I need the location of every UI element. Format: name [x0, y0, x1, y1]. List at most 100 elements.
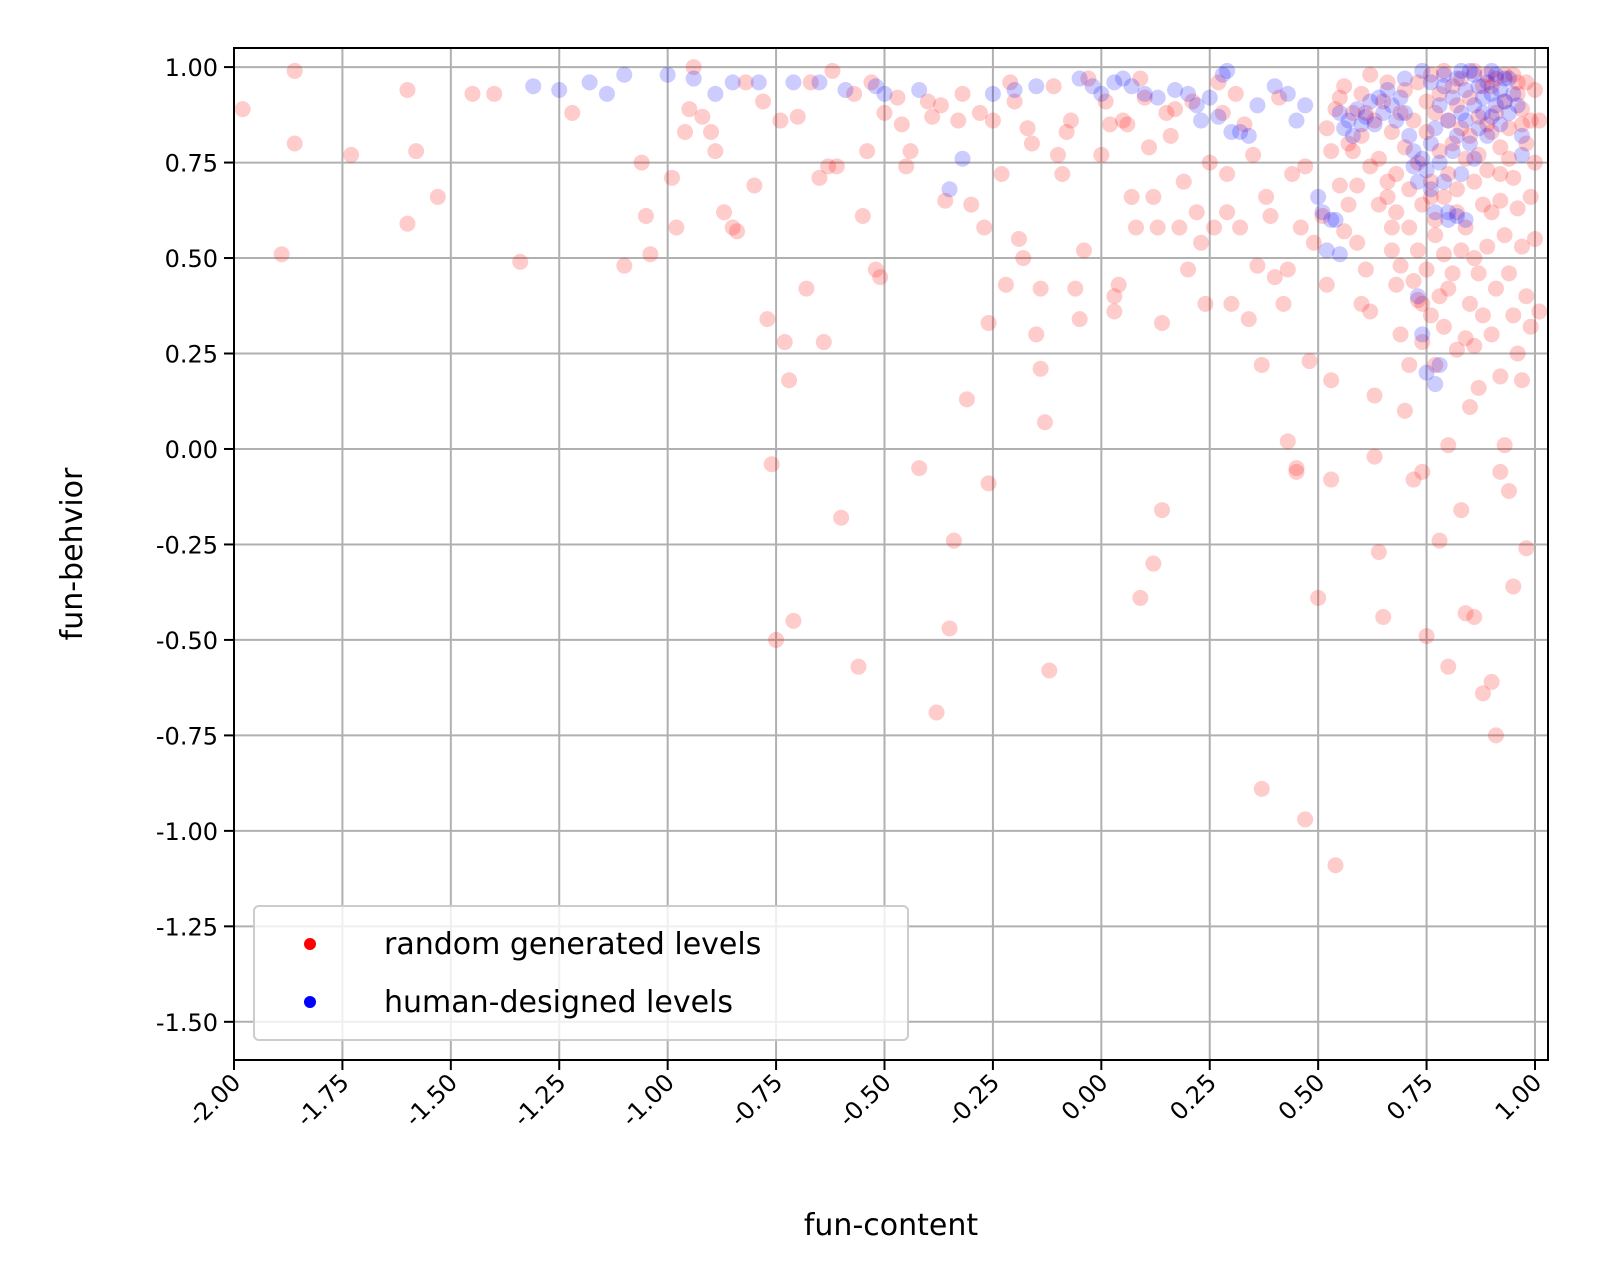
data-point — [1496, 227, 1513, 244]
data-point — [1479, 116, 1496, 133]
data-point — [863, 74, 880, 91]
data-point — [1123, 78, 1140, 95]
data-point — [1505, 578, 1522, 595]
data-point — [1219, 204, 1236, 221]
data-point — [1409, 173, 1426, 190]
data-point — [1162, 127, 1179, 144]
data-point — [1388, 166, 1405, 183]
data-point — [1483, 85, 1500, 102]
data-point — [1422, 307, 1439, 324]
data-point — [564, 104, 581, 121]
y-tick-label: -1.50 — [156, 1009, 218, 1037]
legend-marker-random — [304, 938, 316, 950]
data-point — [1262, 208, 1279, 225]
data-point — [911, 460, 928, 477]
data-point — [1427, 376, 1444, 393]
data-point — [1362, 303, 1379, 320]
data-point — [1440, 112, 1457, 129]
x-tick-label: -1.50 — [399, 1068, 463, 1132]
data-point — [1145, 555, 1162, 572]
data-point — [1327, 101, 1344, 118]
data-point — [1266, 78, 1283, 95]
data-point — [1479, 66, 1496, 83]
x-axis-label: fun-content — [804, 1208, 979, 1243]
data-point — [1301, 353, 1318, 370]
data-point — [1496, 70, 1513, 87]
data-point — [1071, 70, 1088, 87]
data-point — [1509, 85, 1526, 102]
data-point — [1336, 223, 1353, 240]
data-point — [1492, 82, 1509, 99]
data-point — [755, 93, 772, 110]
data-point — [1318, 276, 1335, 293]
data-point — [707, 85, 724, 102]
data-point — [1331, 177, 1348, 194]
data-point — [1453, 502, 1470, 519]
data-point — [1414, 334, 1431, 351]
data-point — [1396, 104, 1413, 121]
data-point — [785, 74, 802, 91]
data-point — [1366, 116, 1383, 133]
data-point — [286, 62, 303, 79]
data-point — [1470, 265, 1487, 282]
data-point — [1019, 120, 1036, 137]
data-point — [1435, 62, 1452, 79]
data-point — [1496, 93, 1513, 110]
series-random-generated — [234, 59, 1548, 874]
data-point — [1036, 414, 1053, 431]
data-point — [1435, 78, 1452, 95]
data-point — [1383, 242, 1400, 259]
data-point — [1336, 120, 1353, 137]
data-point — [1149, 89, 1166, 106]
y-tick-label: -0.25 — [156, 531, 218, 559]
data-point — [1132, 70, 1149, 87]
data-point — [893, 116, 910, 133]
data-point — [1492, 368, 1509, 385]
data-point — [1431, 288, 1448, 305]
data-point — [759, 311, 776, 328]
data-point — [1388, 276, 1405, 293]
data-point — [1487, 727, 1504, 744]
data-point — [1435, 66, 1452, 83]
data-point — [1062, 112, 1079, 129]
data-point — [716, 204, 733, 221]
data-point — [1479, 238, 1496, 255]
data-point — [1401, 356, 1418, 373]
data-point — [1253, 780, 1270, 797]
data-point — [581, 74, 598, 91]
legend-label-random: random generated levels — [384, 927, 761, 962]
data-point — [1366, 387, 1383, 404]
data-point — [1279, 85, 1296, 102]
data-point — [1431, 356, 1448, 373]
data-point — [1184, 93, 1201, 110]
x-tick-label: -1.25 — [508, 1068, 572, 1132]
data-point — [637, 208, 654, 225]
data-point — [512, 253, 529, 270]
data-point — [1297, 97, 1314, 114]
data-point — [703, 124, 720, 141]
data-point — [1422, 181, 1439, 198]
data-point — [798, 280, 815, 297]
data-point — [1435, 318, 1452, 335]
legend-box — [253, 905, 909, 1041]
data-point — [1479, 74, 1496, 91]
data-point — [399, 82, 416, 99]
data-point — [833, 509, 850, 526]
data-point — [1513, 101, 1530, 118]
data-point — [1288, 112, 1305, 129]
data-point — [924, 108, 941, 125]
data-point — [1383, 97, 1400, 114]
data-point — [1409, 154, 1426, 171]
data-point — [1275, 295, 1292, 312]
data-point — [1440, 112, 1457, 129]
data-point — [1136, 85, 1153, 102]
data-point — [1357, 261, 1374, 278]
data-point — [954, 85, 971, 102]
data-point — [1227, 85, 1244, 102]
data-point — [1292, 219, 1309, 236]
y-tick-label: -1.00 — [156, 818, 218, 846]
data-point — [1349, 234, 1366, 251]
data-point — [1531, 303, 1548, 320]
data-point — [1461, 295, 1478, 312]
data-point — [750, 74, 767, 91]
